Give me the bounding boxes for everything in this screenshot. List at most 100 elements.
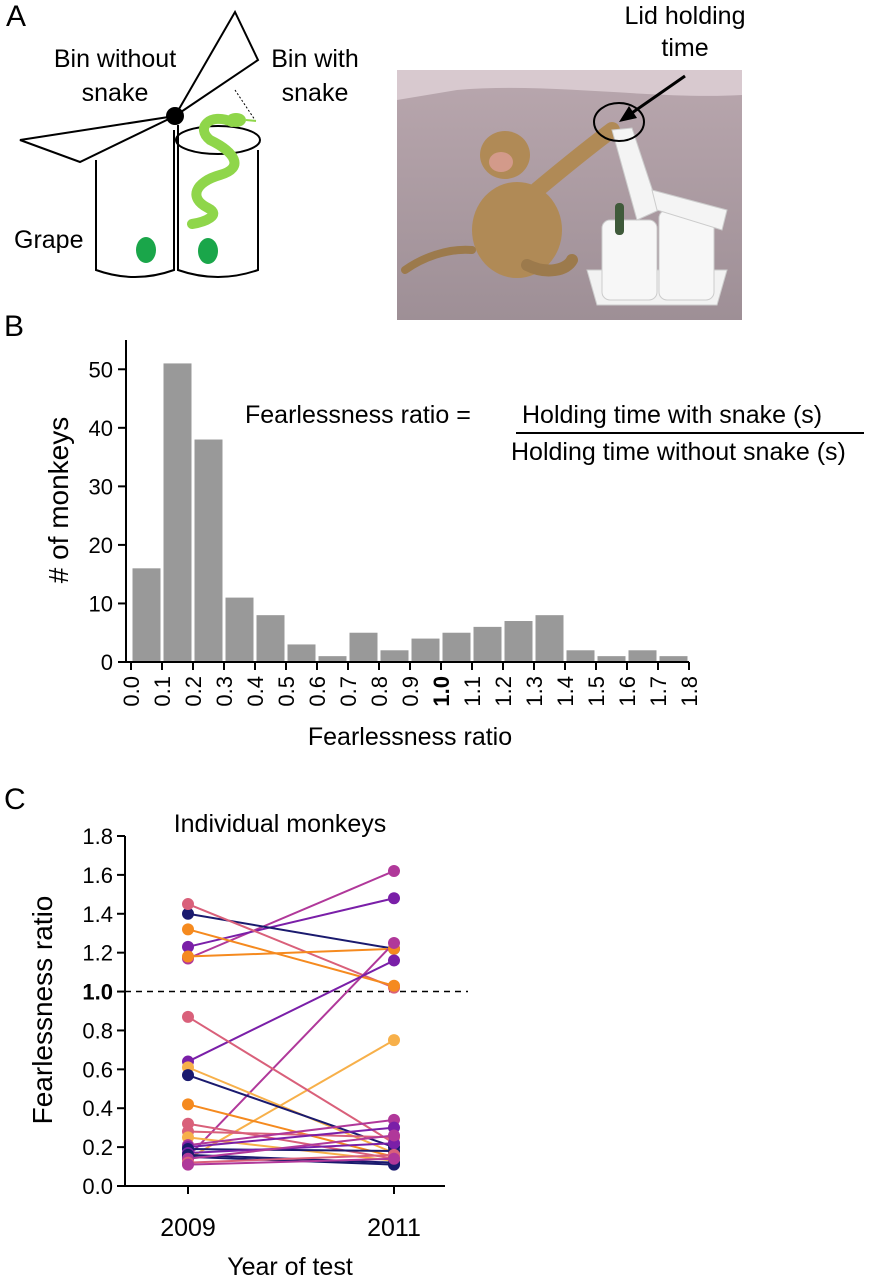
histogram-bar xyxy=(256,615,285,662)
x-tick-label: 1.1 xyxy=(460,676,485,707)
data-point xyxy=(388,865,400,877)
y-tick-label: 20 xyxy=(89,533,113,558)
x-tick-label: 1.7 xyxy=(646,676,671,707)
data-point xyxy=(182,907,194,920)
histogram-bar xyxy=(597,656,626,662)
chart-title: Individual monkeys xyxy=(174,810,387,838)
x-tick-label: 1.4 xyxy=(553,676,578,707)
y-tick-label: 40 xyxy=(89,416,113,441)
series-line xyxy=(187,1122,395,1160)
line-chart: Individual monkeys 0.0 0.2 0.4 0.6 0.8 1.0 1.2 1… xyxy=(27,810,468,1280)
data-point xyxy=(388,892,400,905)
data-point xyxy=(388,1152,400,1165)
monkey-photo xyxy=(397,70,742,320)
series-line xyxy=(187,1103,395,1158)
x-tick-label: 0.0 xyxy=(119,676,144,707)
x-tick-label: 1.8 xyxy=(677,676,702,707)
formula-lhs: Fearlessness ratio = xyxy=(245,401,471,429)
x-axis-title: Fearlessness ratio xyxy=(308,723,512,751)
series-line xyxy=(187,959,395,1063)
histogram-bar xyxy=(659,656,688,662)
histogram-bar xyxy=(535,615,564,662)
histogram-bar xyxy=(132,568,161,662)
x-tick-label: 0.9 xyxy=(398,676,423,707)
histogram-bar xyxy=(442,632,471,662)
data-point xyxy=(182,1010,194,1023)
series-line xyxy=(187,1074,395,1149)
hinge-dot xyxy=(166,107,184,125)
data-point xyxy=(388,1034,400,1047)
y-tick-label: 10 xyxy=(89,591,113,616)
grape-label: Grape xyxy=(14,226,84,254)
x-tick-label: 1.0 xyxy=(429,676,454,707)
histogram-bar xyxy=(349,632,378,662)
series-line xyxy=(187,1153,395,1164)
bin-with-label: Bin with snake xyxy=(271,45,359,107)
histogram-bar xyxy=(380,650,409,662)
x-tick-label: 0.6 xyxy=(305,676,330,707)
histogram-bar xyxy=(287,644,316,662)
y-tick-label: 0.6 xyxy=(82,1057,113,1082)
series-line xyxy=(187,942,395,1158)
series-line xyxy=(187,1130,395,1139)
data-point xyxy=(388,936,400,949)
series-line xyxy=(187,912,395,950)
histogram-bar xyxy=(318,656,347,662)
data-point xyxy=(388,979,400,992)
y-tick-label: 1.6 xyxy=(82,863,113,888)
lid-left xyxy=(19,115,176,164)
data-point xyxy=(182,1158,194,1171)
data-point xyxy=(182,898,194,911)
histogram-chart: 0 10 20 30 40 50 0.0 0.1 0.2 0.3 0.4 0.5 0.6 0.7 0.8 0.… xyxy=(43,340,702,751)
x-tick-label: 0.7 xyxy=(336,676,361,707)
snake-icon xyxy=(187,113,240,229)
x-tick-label: 1.5 xyxy=(584,676,609,707)
x-tick-label: 0.2 xyxy=(181,676,206,707)
y-axis-title: # of monkeys xyxy=(43,417,74,584)
histogram-bar xyxy=(411,638,440,662)
grape-right-icon xyxy=(198,238,218,264)
series-line xyxy=(187,903,395,989)
bin-without-label: Bin without snake xyxy=(53,45,177,107)
series-line xyxy=(187,1015,395,1145)
x-tick-label: 2009 xyxy=(160,1214,216,1242)
y-tick-label: 50 xyxy=(89,357,113,382)
y-tick-label: 1.0 xyxy=(82,980,113,1005)
y-tick-label: 30 xyxy=(89,474,113,499)
x-tick-label: 0.5 xyxy=(274,676,299,707)
formula-denominator: Holding time without snake (s) xyxy=(511,438,846,466)
histogram-bar xyxy=(566,650,595,662)
y-tick-label: 0.2 xyxy=(82,1135,113,1160)
bin-rim xyxy=(175,125,261,155)
histogram-bar xyxy=(473,626,502,662)
x-tick-label: 0.1 xyxy=(150,676,175,707)
lid-top xyxy=(174,9,260,117)
series-line xyxy=(187,870,395,960)
x-axis-title: Year of test xyxy=(227,1253,353,1280)
data-point xyxy=(182,950,194,963)
x-tick-label: 0.8 xyxy=(367,676,392,707)
series-line xyxy=(187,1148,395,1152)
panel-b-letter: B xyxy=(4,310,25,343)
data-point xyxy=(388,1129,400,1142)
y-tick-label: 1.8 xyxy=(82,824,113,849)
series-line xyxy=(187,1126,395,1149)
histogram-bar xyxy=(163,363,192,662)
data-point xyxy=(182,923,194,936)
series-line xyxy=(187,1118,395,1147)
y-tick-label: 1.2 xyxy=(82,941,113,966)
formula-bar xyxy=(516,432,864,434)
formula-numerator: Holding time with snake (s) xyxy=(522,401,823,429)
x-tick-label: 1.3 xyxy=(522,676,547,707)
x-tick-label: 1.2 xyxy=(491,676,516,707)
data-point xyxy=(182,940,194,953)
panel-c-letter: C xyxy=(4,783,26,816)
histogram-bar xyxy=(225,597,254,662)
histogram-bar xyxy=(504,621,533,662)
data-point xyxy=(182,1098,194,1111)
data-point xyxy=(182,1069,194,1082)
y-tick-label: 1.4 xyxy=(82,902,113,927)
x-tick-label: 0.4 xyxy=(243,676,268,707)
y-axis-title: Fearlessness ratio xyxy=(27,896,58,1125)
bin-without-snake xyxy=(95,130,175,278)
